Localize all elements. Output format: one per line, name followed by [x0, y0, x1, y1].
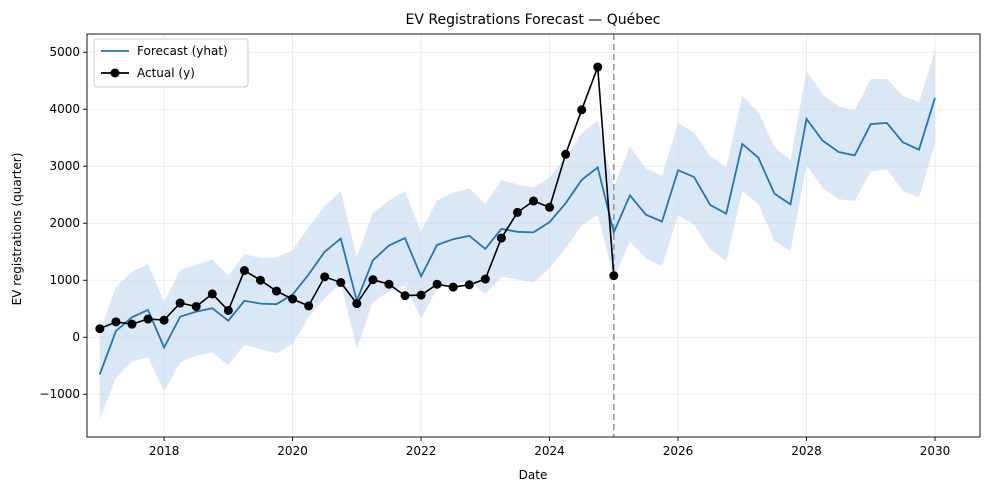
- actual-point: [191, 301, 201, 311]
- x-ticks: 2018 2020 2022 2024 2026 2028 2030: [149, 437, 950, 458]
- actual-point: [304, 301, 314, 311]
- y-tick-label: 5000: [49, 45, 80, 59]
- actual-point: [336, 278, 346, 288]
- actual-point: [545, 202, 555, 212]
- y-tick-label: −1000: [39, 387, 80, 401]
- actual-point: [577, 105, 587, 115]
- actual-point: [448, 282, 458, 292]
- y-tick-label: 3000: [49, 159, 80, 173]
- x-tick-label: 2022: [406, 444, 437, 458]
- y-tick-label: 1000: [49, 273, 80, 287]
- actual-point: [496, 233, 506, 243]
- axes-group: [86, 33, 981, 438]
- actual-point: [561, 149, 571, 159]
- series-group: [95, 62, 936, 375]
- actual-point: [272, 286, 282, 296]
- uncertainty-band: [99, 50, 936, 419]
- legend-box: [93, 38, 249, 88]
- y-ticks: −1000 0 1000 2000 3000 4000 5000: [39, 45, 87, 401]
- legend-actual-label: Actual (y): [137, 66, 195, 80]
- actual-point: [223, 305, 233, 315]
- x-tick-label: 2024: [534, 444, 565, 458]
- actual-point: [432, 279, 442, 289]
- x-tick-label: 2026: [663, 444, 694, 458]
- actual-point: [464, 280, 474, 290]
- actual-point: [352, 299, 362, 309]
- y-tick-label: 2000: [49, 216, 80, 230]
- actual-point: [368, 275, 378, 285]
- actual-point: [480, 274, 490, 284]
- actual-point: [400, 291, 410, 301]
- actual-point: [384, 279, 394, 289]
- actual-point: [529, 196, 538, 206]
- actual-point: [239, 266, 249, 276]
- actual-point: [95, 324, 105, 334]
- legend-actual-marker: [110, 68, 120, 78]
- actual-point: [111, 317, 121, 327]
- legend: Forecast (yhat) Actual (y): [93, 38, 249, 88]
- y-axis-label: EV registrations (quarter): [10, 153, 24, 306]
- uncertainty-band-group: [99, 50, 936, 419]
- x-tick-label: 2018: [149, 444, 180, 458]
- actual-point: [416, 290, 426, 300]
- x-tick-label: 2028: [791, 444, 822, 458]
- actual-point: [609, 271, 619, 281]
- legend-forecast-label: Forecast (yhat): [137, 44, 228, 58]
- x-axis-label: Date: [519, 468, 548, 482]
- actual-point: [320, 272, 330, 282]
- x-tick-label: 2030: [920, 444, 951, 458]
- chart-title: EV Registrations Forecast — Québec: [406, 12, 661, 28]
- y-tick-label: 0: [72, 330, 80, 344]
- actual-point: [288, 294, 298, 304]
- actual-point: [512, 207, 522, 217]
- actual-point: [143, 314, 153, 324]
- actual-point: [207, 289, 217, 299]
- forecast-line: [98, 97, 936, 375]
- actual-point: [127, 319, 137, 329]
- plot-frame: [86, 33, 981, 438]
- actual-point: [255, 275, 265, 285]
- x-tick-label: 2020: [277, 444, 308, 458]
- actual-point: [593, 62, 603, 72]
- actual-point: [175, 298, 185, 308]
- actual-point: [159, 315, 169, 325]
- y-tick-label: 4000: [49, 102, 80, 116]
